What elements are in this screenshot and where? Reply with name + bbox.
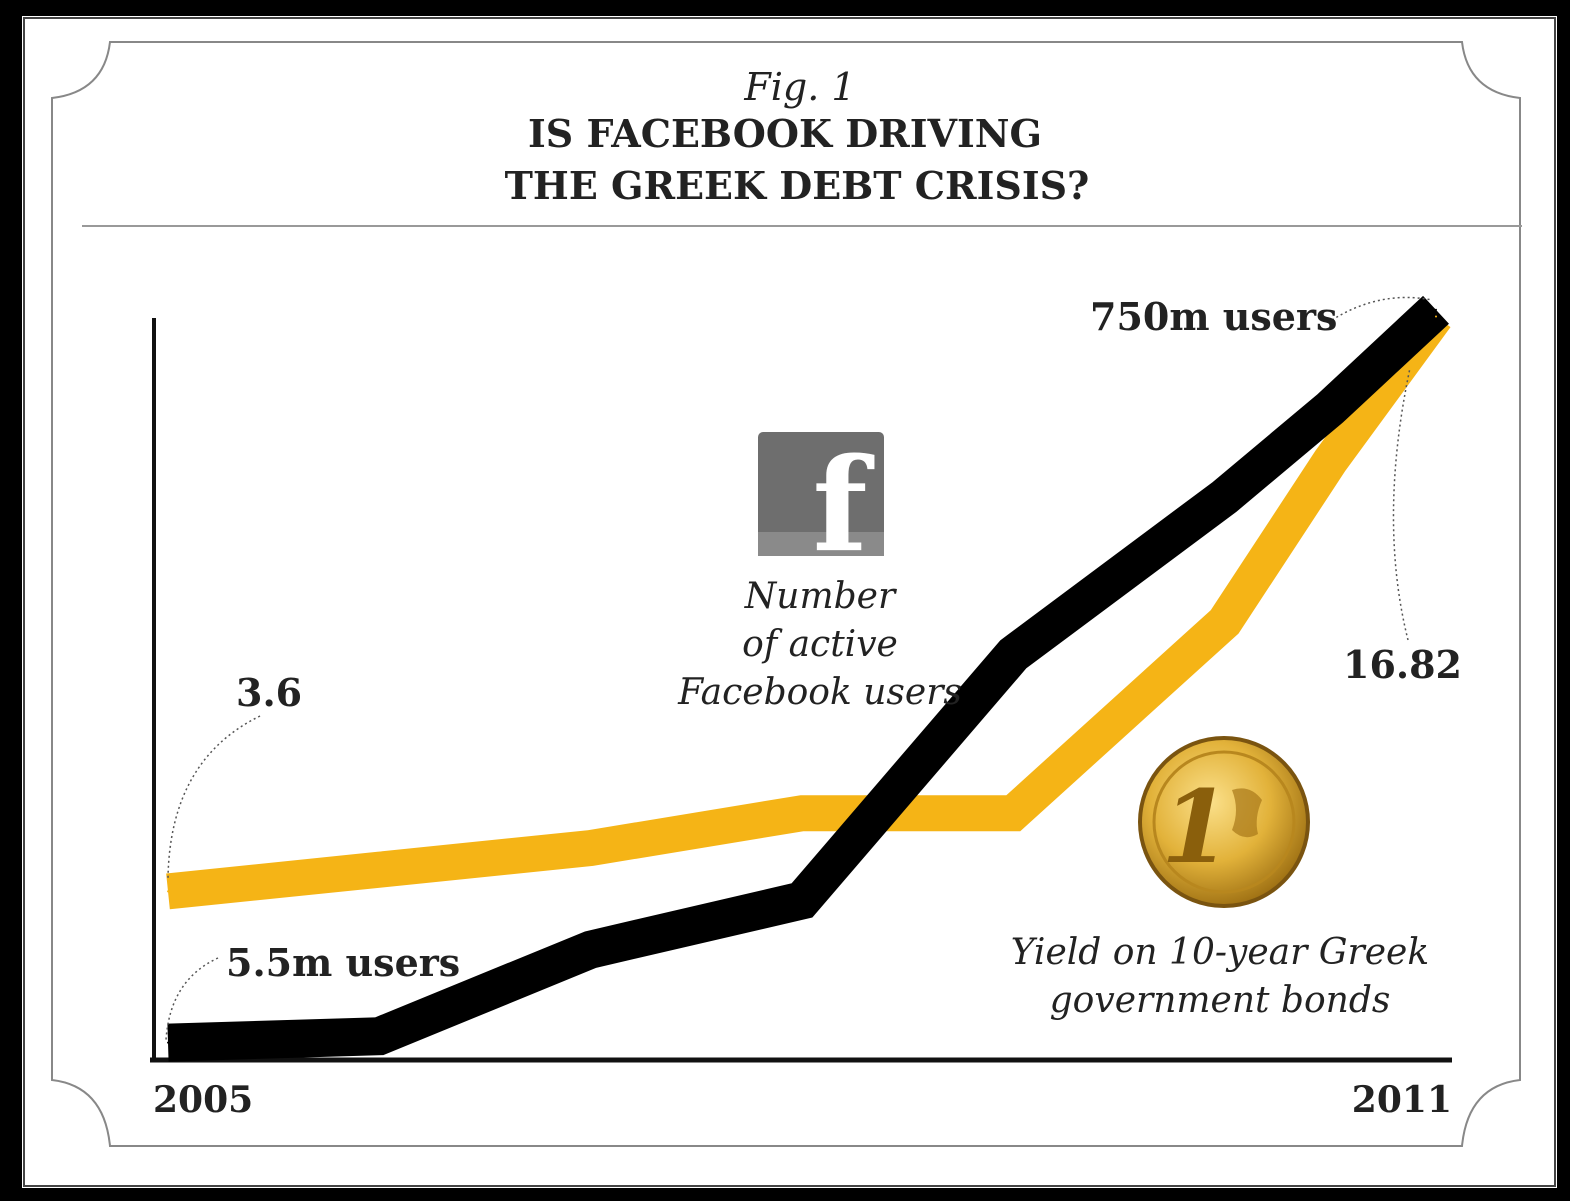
- one-euro-coin-icon: 1: [1138, 736, 1310, 908]
- x-tick-label-2011: 2011: [1352, 1079, 1452, 1121]
- bond-start-label: 3.6: [236, 670, 302, 715]
- facebook-users-point-1: [378, 1035, 381, 1038]
- facebook-users-point-2: [589, 948, 592, 951]
- fb-end-label: 750m users: [1090, 294, 1337, 339]
- bond-yield-point-3: [801, 812, 803, 815]
- bond-yield-point-0: [167, 890, 169, 893]
- svg-text:f: f: [812, 431, 874, 581]
- chart-title-line-2: THE GREEK DEBT CRISIS?: [505, 163, 1090, 208]
- bond-yield-point-2: [589, 847, 592, 849]
- decorative-frame: [51, 41, 1521, 1147]
- fb-start-leader: [165, 957, 219, 1041]
- bond-yield-point-4: [1012, 812, 1015, 815]
- chart-title-line-1: IS FACEBOOK DRIVING: [528, 111, 1042, 156]
- fb-start-label: 5.5m users: [226, 940, 460, 985]
- facebook-users-line: [167, 295, 1449, 1062]
- bond-end-label: 16.82: [1343, 642, 1462, 687]
- bond-end-leader: [1392, 367, 1411, 641]
- figure-label: Fig. 1: [743, 65, 855, 109]
- svg-text:1: 1: [1161, 768, 1231, 886]
- facebook-logo-icon: f: [758, 431, 884, 581]
- facebook-users-point-0: [167, 1041, 169, 1044]
- facebook-users-point-4: [1012, 653, 1015, 656]
- bond-yield-point-6: [1329, 459, 1332, 462]
- bond-yield-point-7: [1435, 315, 1437, 318]
- bond-series-name-line-2: government bonds: [1050, 980, 1391, 1021]
- paper-panel: [22, 16, 1557, 1188]
- facebook-users-point-5: [1223, 495, 1226, 498]
- bond-yield-line: [166, 305, 1451, 910]
- bond-yield-point-5: [1223, 620, 1226, 623]
- facebook-series-name-line-3: Facebook users: [677, 672, 962, 713]
- facebook-users-point-3: [801, 899, 803, 902]
- facebook-users-point-7: [1435, 308, 1437, 311]
- facebook-users-point-6: [1329, 407, 1332, 410]
- paper-border: [23, 17, 1556, 1187]
- bond-yield-point-1: [378, 868, 381, 871]
- facebook-series-name-line-1: Number: [744, 576, 897, 617]
- bond-series-name-line-1: Yield on 10-year Greek: [1011, 932, 1429, 973]
- facebook-series-name-line-2: of active: [742, 624, 898, 665]
- x-tick-label-2005: 2005: [153, 1079, 253, 1121]
- fb-end-leader: [1331, 296, 1433, 321]
